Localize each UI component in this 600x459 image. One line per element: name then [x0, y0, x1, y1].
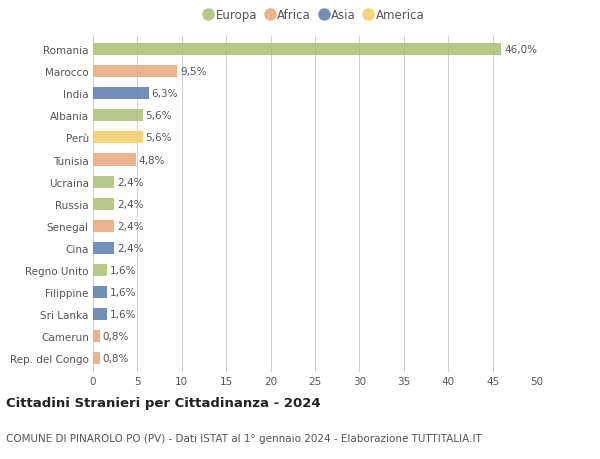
Bar — [93, 308, 107, 320]
Text: 1,6%: 1,6% — [110, 287, 136, 297]
Bar — [93, 154, 136, 166]
Text: 6,3%: 6,3% — [152, 89, 178, 99]
Text: 5,6%: 5,6% — [145, 111, 172, 121]
Legend: Europa, Africa, Asia, America: Europa, Africa, Asia, America — [203, 6, 427, 24]
Bar — [93, 242, 115, 254]
Text: 9,5%: 9,5% — [180, 67, 206, 77]
Text: COMUNE DI PINAROLO PO (PV) - Dati ISTAT al 1° gennaio 2024 - Elaborazione TUTTIT: COMUNE DI PINAROLO PO (PV) - Dati ISTAT … — [6, 433, 482, 442]
Text: 4,8%: 4,8% — [138, 155, 165, 165]
Text: 0,8%: 0,8% — [103, 353, 129, 364]
Bar — [93, 286, 107, 298]
Text: 2,4%: 2,4% — [117, 243, 143, 253]
Bar — [93, 198, 115, 210]
Text: 2,4%: 2,4% — [117, 177, 143, 187]
Bar — [93, 353, 100, 364]
Text: 1,6%: 1,6% — [110, 265, 136, 275]
Bar — [93, 110, 143, 122]
Bar — [93, 220, 115, 232]
Text: 2,4%: 2,4% — [117, 221, 143, 231]
Bar — [93, 176, 115, 188]
Bar — [93, 88, 149, 100]
Text: 46,0%: 46,0% — [504, 45, 537, 55]
Bar — [93, 330, 100, 342]
Text: 0,8%: 0,8% — [103, 331, 129, 341]
Bar — [93, 264, 107, 276]
Bar — [93, 132, 143, 144]
Bar — [93, 66, 178, 78]
Text: Cittadini Stranieri per Cittadinanza - 2024: Cittadini Stranieri per Cittadinanza - 2… — [6, 396, 320, 409]
Text: 1,6%: 1,6% — [110, 309, 136, 319]
Text: 2,4%: 2,4% — [117, 199, 143, 209]
Bar — [93, 44, 502, 56]
Text: 5,6%: 5,6% — [145, 133, 172, 143]
